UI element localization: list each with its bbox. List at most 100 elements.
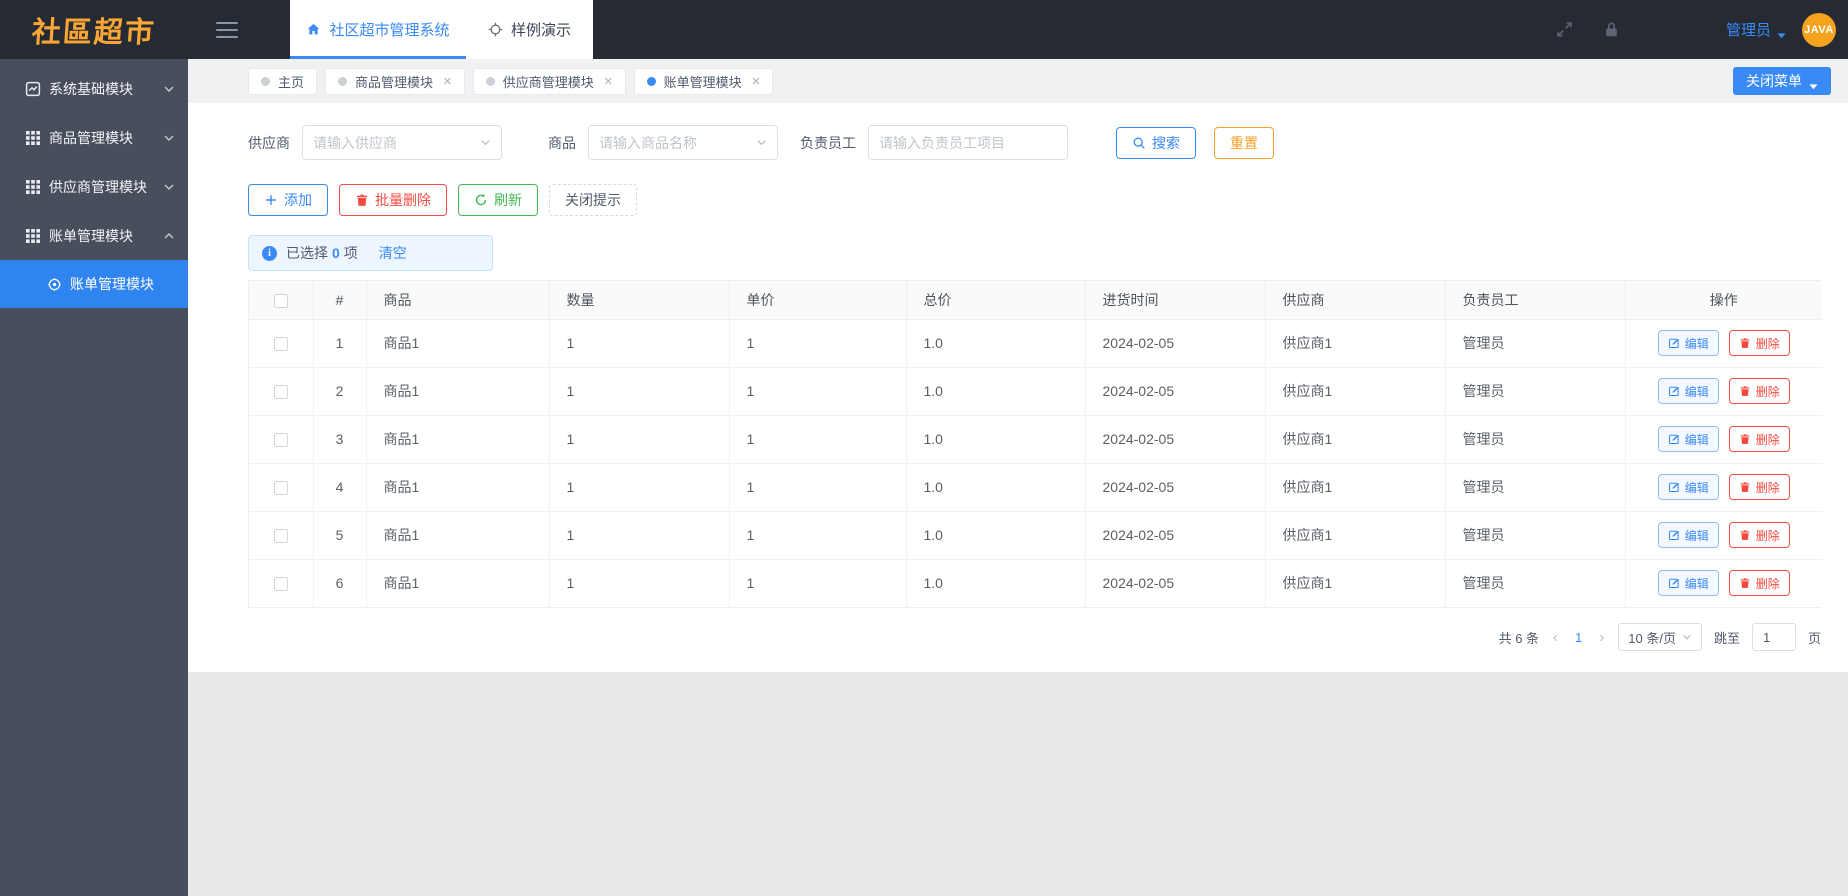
fullscreen-icon[interactable] (1556, 21, 1573, 38)
nav-tab-system[interactable]: 社区超市管理系统 (290, 0, 466, 59)
row-checkbox[interactable] (273, 481, 288, 496)
app-logo[interactable]: 社區超市 (0, 0, 188, 59)
prev-page-button[interactable]: ‹ (1553, 628, 1559, 646)
cell-total: 1.0 (906, 463, 1086, 512)
cell-product: 商品1 (366, 415, 550, 464)
tag-status-dot (261, 76, 270, 86)
cell-product: 商品1 (366, 511, 550, 560)
table-header-cell: # (313, 281, 367, 320)
user-menu[interactable]: 管理员 (1726, 19, 1786, 40)
user-name: 管理员 (1725, 22, 1771, 39)
close-menu-button[interactable]: 关闭菜单 (1733, 67, 1831, 95)
page-unit-label: 页 (1807, 630, 1821, 646)
sidebar: 社區超市 系统基础模块商品管理模块供应商管理模块账单管理模块 账单管理模块 (0, 0, 188, 896)
delete-button[interactable]: 删除 (1728, 330, 1790, 356)
sidebar-item[interactable]: 商品管理模块 (0, 113, 188, 162)
delete-button[interactable]: 删除 (1728, 426, 1790, 452)
row-checkbox[interactable] (273, 529, 288, 544)
cell-date: 2024-02-05 (1085, 415, 1266, 464)
target-icon (47, 277, 62, 292)
info-icon: i (262, 245, 277, 261)
employee-input[interactable] (868, 125, 1068, 160)
supplier-select[interactable]: 请输入供应商 (302, 125, 502, 160)
add-button-label: 添加 (284, 192, 312, 208)
cell-quantity: 1 (549, 367, 730, 416)
close-tip-button[interactable]: 关闭提示 (549, 184, 637, 216)
pagination-total: 共 6 条 (1498, 630, 1540, 646)
pagination: 共 6 条 ‹ 1 › 10 条/页 跳至 页 (248, 623, 1821, 651)
edit-button[interactable]: 编辑 (1657, 378, 1719, 404)
cell-quantity: 1 (549, 463, 730, 512)
delete-button-label: 删除 (1755, 576, 1780, 591)
cell-date: 2024-02-05 (1085, 511, 1266, 560)
tab-tag[interactable]: 账单管理模块 × (633, 67, 774, 95)
delete-button-label: 删除 (1755, 432, 1780, 447)
page-size-select[interactable]: 10 条/页 (1618, 623, 1702, 651)
close-icon[interactable]: × (603, 72, 613, 90)
plus-icon (264, 193, 278, 207)
current-page[interactable]: 1 (1575, 629, 1583, 645)
tag-label: 商品管理模块 (355, 74, 434, 90)
clear-selection-link[interactable]: 清空 (378, 245, 407, 261)
sidebar-item[interactable]: 账单管理模块 (0, 211, 188, 260)
cell-price: 1 (729, 463, 907, 512)
sidebar-item-label: 系统基础模块 (49, 80, 133, 97)
sidebar-item-label: 供应商管理模块 (49, 178, 147, 195)
table-header-cell: 商品 (366, 281, 550, 320)
cell-quantity: 1 (549, 415, 730, 464)
delete-button[interactable]: 删除 (1728, 570, 1790, 597)
lock-icon[interactable] (1603, 21, 1620, 38)
row-checkbox[interactable] (273, 337, 288, 352)
reset-button[interactable]: 重置 (1214, 126, 1274, 159)
delete-button[interactable]: 删除 (1728, 378, 1790, 404)
edit-button[interactable]: 编辑 (1657, 330, 1719, 356)
sidebar-subitem[interactable]: 账单管理模块 (0, 260, 188, 308)
edit-button-label: 编辑 (1684, 528, 1709, 543)
cell-employee: 管理员 (1445, 319, 1626, 368)
row-checkbox[interactable] (273, 433, 288, 448)
cell-actions: 编辑 删除 (1625, 319, 1822, 368)
close-icon[interactable]: × (443, 72, 452, 90)
search-button[interactable]: 搜索 (1116, 126, 1196, 159)
chevron-up-icon (163, 230, 175, 242)
next-page-button[interactable]: › (1599, 628, 1605, 646)
sidebar-item[interactable]: 系统基础模块 (0, 64, 188, 113)
delete-button[interactable]: 删除 (1728, 522, 1790, 548)
edit-icon (1668, 385, 1680, 397)
table-header-cell: 进货时间 (1085, 281, 1266, 320)
nav-tab-demo[interactable]: 样例演示 (466, 0, 593, 59)
nav-tab-label: 样例演示 (510, 22, 571, 39)
refresh-icon (474, 193, 488, 207)
cell-index: 5 (313, 511, 367, 560)
close-tip-button-label: 关闭提示 (565, 192, 621, 208)
add-button[interactable]: 添加 (248, 184, 328, 216)
aim-icon (488, 22, 503, 37)
cell-supplier: 供应商1 (1265, 319, 1446, 368)
edit-button[interactable]: 编辑 (1657, 570, 1719, 597)
product-label: 商品 (548, 134, 576, 151)
refresh-button[interactable]: 刷新 (458, 184, 538, 216)
batch-delete-button[interactable]: 批量删除 (339, 184, 447, 216)
cell-price: 1 (729, 559, 907, 607)
product-select[interactable]: 请输入商品名称 (588, 125, 778, 160)
row-checkbox[interactable] (273, 385, 288, 400)
tab-tag[interactable]: 商品管理模块 × (325, 67, 465, 95)
cell-index: 1 (313, 319, 367, 368)
tab-tag[interactable]: 供应商管理模块 × (472, 67, 626, 95)
tab-tag[interactable]: 主页 (248, 67, 318, 95)
delete-button[interactable]: 删除 (1728, 474, 1790, 500)
jump-page-input[interactable] (1751, 623, 1796, 651)
employee-label: 负责员工 (800, 134, 856, 151)
avatar[interactable]: JAVA (1802, 12, 1836, 47)
menu-collapse-button[interactable] (204, 0, 250, 59)
edit-button[interactable]: 编辑 (1657, 522, 1719, 548)
edit-button[interactable]: 编辑 (1657, 426, 1719, 452)
select-all-checkbox[interactable] (273, 293, 288, 308)
sidebar-item[interactable]: 供应商管理模块 (0, 162, 188, 211)
cell-actions: 编辑 删除 (1625, 511, 1822, 560)
close-icon[interactable]: × (751, 72, 761, 90)
cell-total: 1.0 (906, 367, 1086, 416)
row-checkbox[interactable] (273, 577, 288, 592)
edit-button[interactable]: 编辑 (1657, 474, 1719, 500)
chevron-down-icon (163, 181, 175, 193)
